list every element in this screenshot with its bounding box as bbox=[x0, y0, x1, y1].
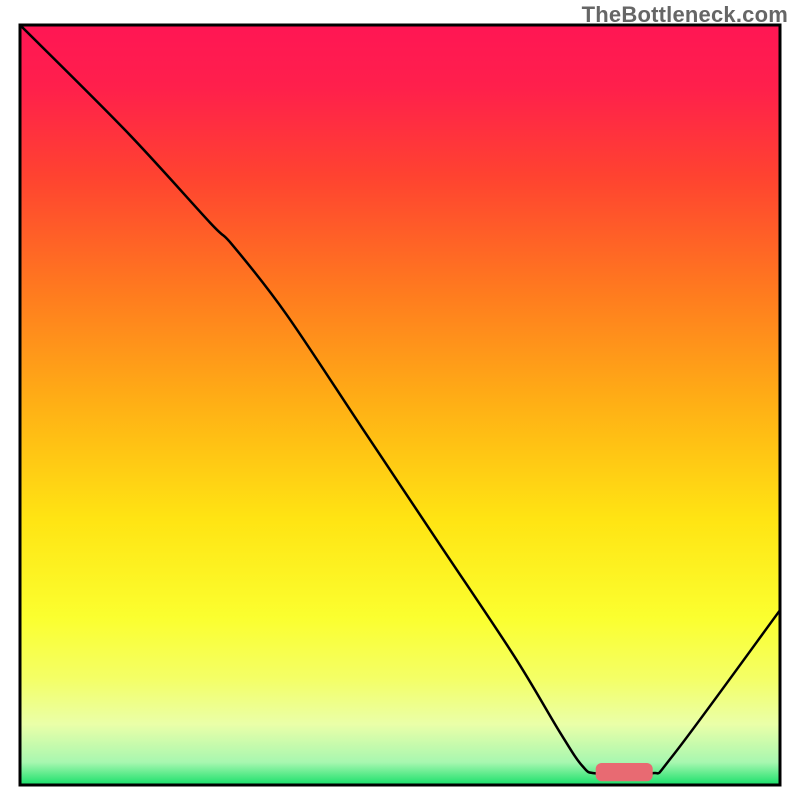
chart-stage: TheBottleneck.com bbox=[0, 0, 800, 800]
bottleneck-curve-chart bbox=[0, 0, 800, 800]
watermark-text: TheBottleneck.com bbox=[582, 2, 788, 28]
optimal-marker bbox=[596, 763, 653, 781]
